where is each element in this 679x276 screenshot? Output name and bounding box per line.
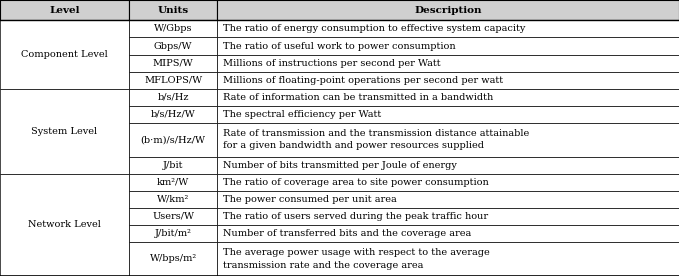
Text: km²/W: km²/W — [157, 178, 189, 187]
Text: The spectral efficiency per Watt: The spectral efficiency per Watt — [223, 110, 381, 119]
Text: J/bit: J/bit — [163, 161, 183, 170]
Bar — [217, 123, 679, 157]
Bar — [0, 20, 129, 89]
Bar — [217, 242, 679, 276]
Text: The ratio of energy consumption to effective system capacity: The ratio of energy consumption to effec… — [223, 25, 525, 33]
Bar — [217, 225, 679, 242]
Text: transmission rate and the coverage area: transmission rate and the coverage area — [223, 261, 423, 270]
Bar — [0, 174, 129, 276]
Bar — [129, 71, 217, 89]
Text: Gbps/W: Gbps/W — [154, 41, 192, 51]
Bar — [129, 106, 217, 123]
Bar — [129, 20, 217, 38]
Text: Users/W: Users/W — [152, 212, 194, 221]
Bar — [217, 89, 679, 106]
Bar — [217, 0, 679, 20]
Text: The power consumed per unit area: The power consumed per unit area — [223, 195, 397, 204]
Bar — [217, 174, 679, 191]
Bar — [217, 20, 679, 38]
Text: J/bit/m²: J/bit/m² — [155, 229, 191, 238]
Text: Millions of instructions per second per Watt: Millions of instructions per second per … — [223, 59, 441, 68]
Bar — [129, 123, 217, 157]
Text: The ratio of coverage area to site power consumption: The ratio of coverage area to site power… — [223, 178, 488, 187]
Text: Units: Units — [158, 6, 189, 15]
Bar — [129, 191, 217, 208]
Bar — [129, 0, 217, 20]
Bar — [129, 242, 217, 276]
Text: W/Gbps: W/Gbps — [154, 25, 192, 33]
Bar — [129, 174, 217, 191]
Text: Number of bits transmitted per Joule of energy: Number of bits transmitted per Joule of … — [223, 161, 456, 170]
Text: Level: Level — [50, 6, 79, 15]
Text: (b·m)/s/Hz/W: (b·m)/s/Hz/W — [141, 135, 206, 144]
Bar — [217, 38, 679, 55]
Bar — [129, 38, 217, 55]
Text: Millions of floating-point operations per second per watt: Millions of floating-point operations pe… — [223, 76, 503, 84]
Text: Rate of information can be transmitted in a bandwidth: Rate of information can be transmitted i… — [223, 93, 493, 102]
Bar — [0, 89, 129, 174]
Bar — [217, 157, 679, 174]
Bar — [217, 71, 679, 89]
Bar — [0, 0, 129, 20]
Bar — [129, 208, 217, 225]
Text: The ratio of useful work to power consumption: The ratio of useful work to power consum… — [223, 41, 456, 51]
Text: Number of transferred bits and the coverage area: Number of transferred bits and the cover… — [223, 229, 471, 238]
Text: The average power usage with respect to the average: The average power usage with respect to … — [223, 248, 490, 257]
Text: MFLOPS/W: MFLOPS/W — [144, 76, 202, 84]
Bar — [217, 55, 679, 71]
Bar — [129, 89, 217, 106]
Bar — [129, 55, 217, 71]
Bar — [217, 191, 679, 208]
Text: Description: Description — [414, 6, 482, 15]
Bar — [217, 106, 679, 123]
Text: b/s/Hz/W: b/s/Hz/W — [151, 110, 196, 119]
Text: W/bps/m²: W/bps/m² — [149, 254, 197, 264]
Bar — [217, 208, 679, 225]
Text: Rate of transmission and the transmission distance attainable: Rate of transmission and the transmissio… — [223, 129, 529, 138]
Text: for a given bandwidth and power resources supplied: for a given bandwidth and power resource… — [223, 141, 483, 150]
Bar — [129, 225, 217, 242]
Text: The ratio of users served during the peak traffic hour: The ratio of users served during the pea… — [223, 212, 488, 221]
Text: System Level: System Level — [31, 127, 98, 136]
Bar — [129, 157, 217, 174]
Text: MIPS/W: MIPS/W — [153, 59, 194, 68]
Text: Component Level: Component Level — [21, 50, 108, 59]
Text: b/s/Hz: b/s/Hz — [158, 93, 189, 102]
Text: Network Level: Network Level — [28, 221, 101, 229]
Text: W/km²: W/km² — [157, 195, 189, 204]
